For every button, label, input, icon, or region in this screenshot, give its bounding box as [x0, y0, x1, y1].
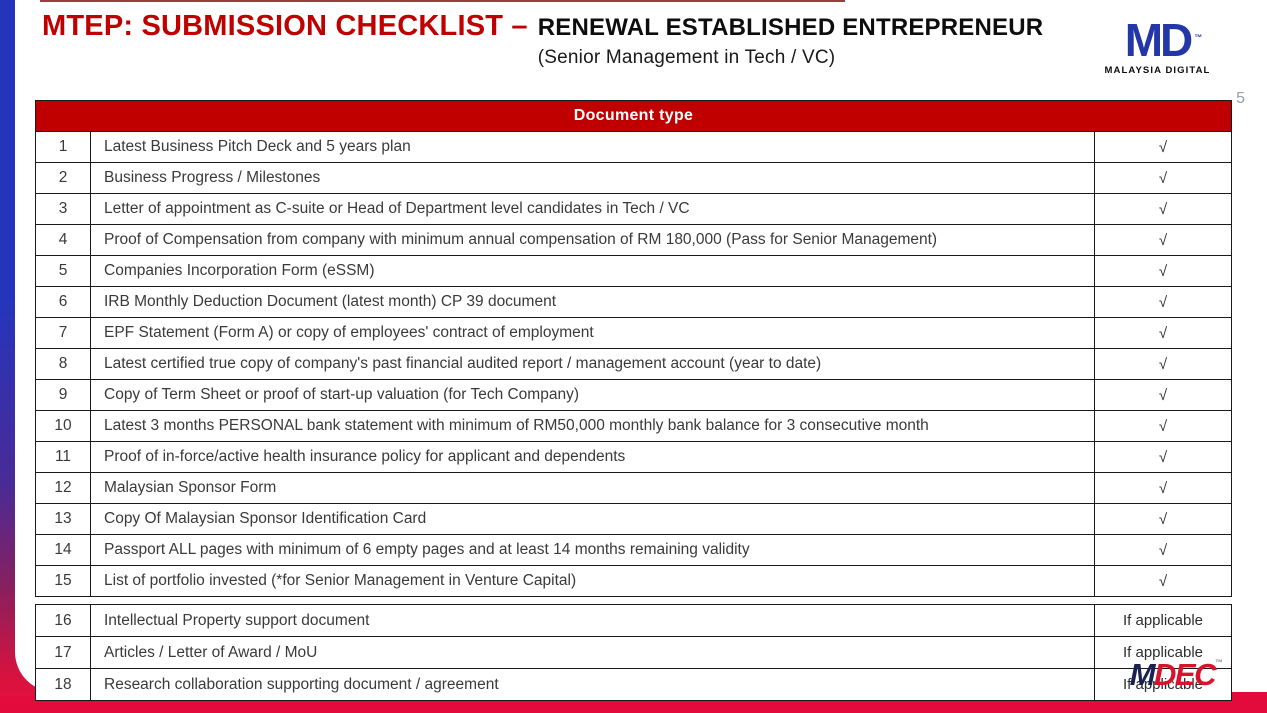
md-logo-mark: MD ™ [1124, 14, 1203, 66]
document-description-cell: Copy of Term Sheet or proof of start-up … [90, 379, 1095, 411]
conditional-documents-table: 16 Intellectual Property support document… [35, 604, 1232, 701]
document-description-cell: List of portfolio invested (*for Senior … [90, 565, 1095, 597]
document-description-cell: Letter of appointment as C-suite or Head… [90, 193, 1095, 225]
status-cell: √ [1094, 503, 1232, 535]
status-cell: If applicable [1094, 668, 1232, 701]
status-cell: √ [1094, 131, 1232, 163]
row-number-cell: 13 [35, 503, 91, 535]
page-number: 5 [1236, 90, 1245, 107]
table-row: 8 Latest certified true copy of company's… [35, 348, 1232, 380]
status-cell: √ [1094, 441, 1232, 473]
mdec-logo-dec: DEC [1154, 657, 1216, 692]
malaysia-digital-logo: MD ™ MALAYSIA DIGITAL [1100, 14, 1215, 76]
status-cell: √ [1094, 317, 1232, 349]
table-row: 13 Copy Of Malaysian Sponsor Identificati… [35, 503, 1232, 535]
row-number-cell: 6 [35, 286, 91, 318]
document-description-cell: Research collaboration supporting docume… [90, 668, 1095, 701]
page-title: MTEP: SUBMISSION CHECKLIST – RENEWAL EST… [42, 10, 1043, 69]
top-red-line [40, 0, 845, 2]
row-number-cell: 17 [35, 636, 91, 669]
title-red-part: MTEP: SUBMISSION CHECKLIST – [42, 10, 528, 42]
status-cell: If applicable [1094, 604, 1232, 637]
row-number-cell: 18 [35, 668, 91, 701]
row-number-cell: 9 [35, 379, 91, 411]
document-description-cell: Intellectual Property support document [90, 604, 1095, 637]
table-row: 12 Malaysian Sponsor Form √ [35, 472, 1232, 504]
row-number-cell: 8 [35, 348, 91, 380]
row-number-cell: 15 [35, 565, 91, 597]
status-cell: √ [1094, 534, 1232, 566]
row-number-cell: 4 [35, 224, 91, 256]
mdec-logo-m: M [1129, 657, 1156, 692]
table-row: 2 Business Progress / Milestones √ [35, 162, 1232, 194]
content-panel: MTEP: SUBMISSION CHECKLIST – RENEWAL EST… [15, 0, 1267, 701]
table-row: 14 Passport ALL pages with minimum of 6 e… [35, 534, 1232, 566]
row-number-cell: 1 [35, 131, 91, 163]
document-description-cell: Articles / Letter of Award / MoU [90, 636, 1095, 669]
row-number-cell: 7 [35, 317, 91, 349]
status-cell: √ [1094, 348, 1232, 380]
status-cell: √ [1094, 224, 1232, 256]
table-row: 15 List of portfolio invested (*for Senio… [35, 565, 1232, 597]
status-cell: √ [1094, 286, 1232, 318]
table-row: 16 Intellectual Property support document… [35, 604, 1232, 637]
table-row: 5 Companies Incorporation Form (eSSM) √ [35, 255, 1232, 287]
status-cell: √ [1094, 472, 1232, 504]
mdec-logo: MDEC™ [1129, 657, 1223, 692]
status-cell: √ [1094, 255, 1232, 287]
status-cell: √ [1094, 193, 1232, 225]
page-subtitle: (Senior Management in Tech / VC) [537, 47, 836, 68]
status-cell: √ [1094, 410, 1232, 442]
table-header-row: Document type [35, 100, 1232, 132]
document-description-cell: Latest certified true copy of company's … [90, 348, 1095, 380]
status-cell: √ [1094, 379, 1232, 411]
document-description-cell: Latest Business Pitch Deck and 5 years p… [90, 131, 1095, 163]
checklist-table: Document type 1 Latest Business Pitch Dec… [35, 100, 1232, 701]
title-black-wrap: RENEWAL ESTABLISHED ENTREPRENEUR (Senior… [538, 13, 1044, 69]
md-logo-caption: MALAYSIA DIGITAL [1104, 65, 1211, 76]
row-number-cell: 10 [35, 410, 91, 442]
row-number-cell: 11 [35, 441, 91, 473]
document-type-header: Document type [35, 100, 1232, 132]
table-row: 6 IRB Monthly Deduction Document (latest … [35, 286, 1232, 318]
table-row: 7 EPF Statement (Form A) or copy of emplo… [35, 317, 1232, 349]
row-number-cell: 2 [35, 162, 91, 194]
document-description-cell: Companies Incorporation Form (eSSM) [90, 255, 1095, 287]
document-description-cell: Latest 3 months PERSONAL bank statement … [90, 410, 1095, 442]
table-row: 10 Latest 3 months PERSONAL bank statemen… [35, 410, 1232, 442]
document-description-cell: Passport ALL pages with minimum of 6 emp… [90, 534, 1095, 566]
mdec-trademark-symbol: ™ [1215, 658, 1223, 667]
document-description-cell: Proof of Compensation from company with … [90, 224, 1095, 256]
md-trademark-symbol: ™ [1194, 33, 1203, 42]
row-number-cell: 12 [35, 472, 91, 504]
header-area: MTEP: SUBMISSION CHECKLIST – RENEWAL EST… [42, 10, 1227, 69]
status-cell: If applicable [1094, 636, 1232, 669]
row-number-cell: 14 [35, 534, 91, 566]
row-number-cell: 16 [35, 604, 91, 637]
document-description-cell: Malaysian Sponsor Form [90, 472, 1095, 504]
table-row: 17 Articles / Letter of Award / MoU If app… [35, 636, 1232, 669]
status-cell: √ [1094, 565, 1232, 597]
table-row: 4 Proof of Compensation from company with… [35, 224, 1232, 256]
table-row: 9 Copy of Term Sheet or proof of start-up… [35, 379, 1232, 411]
table-row: 11 Proof of in-force/active health insura… [35, 441, 1232, 473]
row-number-cell: 5 [35, 255, 91, 287]
document-description-cell: Copy Of Malaysian Sponsor Identification… [90, 503, 1095, 535]
required-documents-table: Document type 1 Latest Business Pitch Dec… [35, 100, 1232, 597]
row-number-cell: 3 [35, 193, 91, 225]
document-description-cell: Proof of in-force/active health insuranc… [90, 441, 1095, 473]
document-description-cell: Business Progress / Milestones [90, 162, 1095, 194]
table-row: 3 Letter of appointment as C-suite or Hea… [35, 193, 1232, 225]
title-black-part: RENEWAL ESTABLISHED ENTREPRENEUR [537, 14, 1044, 41]
status-cell: √ [1094, 162, 1232, 194]
document-description-cell: IRB Monthly Deduction Document (latest m… [90, 286, 1095, 318]
document-description-cell: EPF Statement (Form A) or copy of employ… [90, 317, 1095, 349]
table-row: 18 Research collaboration supporting docu… [35, 668, 1232, 701]
table-row: 1 Latest Business Pitch Deck and 5 years … [35, 131, 1232, 163]
